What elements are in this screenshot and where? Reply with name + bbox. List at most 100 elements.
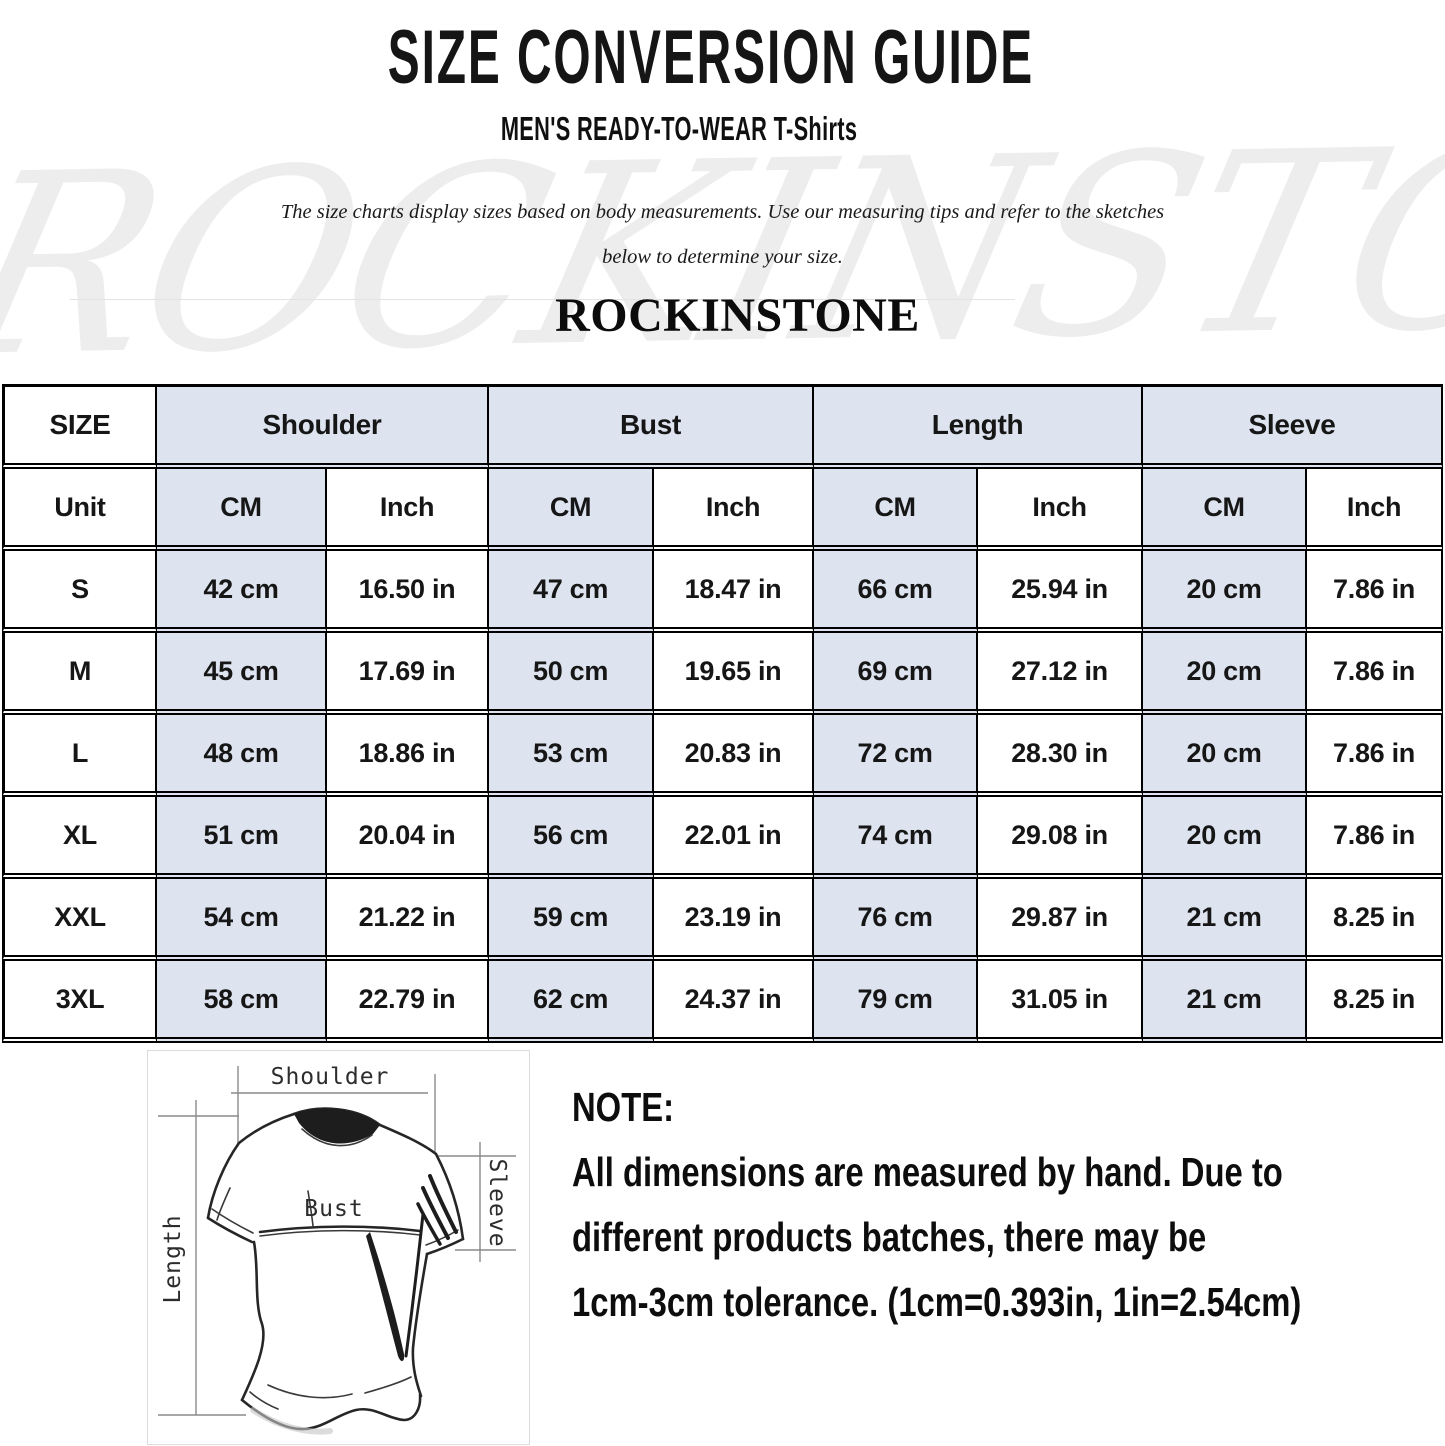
measurement-cell: 21 cm [1143,961,1308,1043]
size-label-cell: L [2,715,157,797]
note-heading: NOTE: [572,1084,675,1130]
measurement-cell: 20.04 in [327,797,490,879]
measurement-cell: 21.22 in [327,879,490,961]
left-body-edge [240,1240,265,1402]
brand-name-text: ROCKINSTONE [555,289,920,342]
unit-cell: Inch [327,469,490,551]
measurement-cell: 7.86 in [1307,551,1443,633]
measurement-cell: 23.19 in [654,879,815,961]
size-label-cell: M [2,633,157,715]
table-row: M 45 cm 17.69 in 50 cm 19.65 in 69 cm 27… [2,633,1443,715]
measurement-cell: 21 cm [1143,879,1308,961]
measurement-cell: 47 cm [489,551,655,633]
measurement-cell: 31.05 in [978,961,1144,1043]
measurement-cell: 59 cm [489,879,655,961]
right-shoulder-seam [378,1123,438,1156]
left-shoulder-seam [237,1112,296,1145]
tagline: The size charts display sizes based on b… [0,190,1445,280]
measurement-cell: 51 cm [157,797,327,879]
col-header-size: SIZE [2,384,157,469]
note-block: NOTE: All dimensions are measured by han… [572,1075,1442,1335]
right-sleeve-shading-3 [416,1202,442,1246]
measurement-cell: 62 cm [489,961,655,1043]
table-group-header-row: SIZE Shoulder Bust Length Sleeve [2,384,1443,469]
measurement-cell: 27.12 in [978,633,1144,715]
tagline-line-2: below to determine your size. [602,246,843,268]
measurement-cell: 58 cm [157,961,327,1043]
collar-band [294,1108,380,1144]
body-fold-shadow [366,1232,405,1362]
measurement-cell: 8.25 in [1307,961,1443,1043]
measurement-cell: 50 cm [489,633,655,715]
measurement-cell: 22.01 in [654,797,815,879]
note-line-1: All dimensions are measured by hand. Due… [572,1149,1283,1195]
dimension-lines [158,1066,516,1416]
measurement-cell: 18.86 in [327,715,490,797]
col-header-shoulder: Shoulder [157,384,490,469]
hem-shading [250,1407,333,1435]
hem-fold-2 [364,1376,412,1394]
right-cuff-line [425,1237,465,1256]
size-label-cell: 3XL [2,961,157,1043]
body-fold-line [404,1212,425,1358]
length-label: Length [160,1214,186,1303]
chest-crease [307,1190,314,1227]
measurement-cell: 48 cm [157,715,327,797]
measurement-cell: 8.25 in [1307,879,1443,961]
divider-line [70,299,1015,300]
unit-cell: Inch [654,469,815,551]
measurement-cell: 69 cm [814,633,979,715]
measurement-cell: 54 cm [157,879,327,961]
table-row: XL 51 cm 20.04 in 56 cm 22.01 in 74 cm 2… [2,797,1443,879]
sleeve-label: Sleeve [484,1158,510,1247]
note-line-2: different products batches, there may be [572,1214,1207,1260]
subtitle: MEN'S READY-TO-WEAR T-Shirts [0,110,1445,148]
table-unit-row: Unit CM Inch CM Inch CM Inch CM Inch [2,469,1443,551]
measurement-cell: 20 cm [1143,715,1308,797]
size-label-cell: XL [2,797,157,879]
measurement-cell: 74 cm [814,797,979,879]
col-header-sleeve: Sleeve [1143,384,1443,469]
tshirt-sketch [206,1107,465,1435]
left-cuff-band [211,1208,254,1234]
bust-label: Bust [304,1196,363,1222]
size-label-cell: XXL [2,879,157,961]
measurement-cell: 7.86 in [1307,797,1443,879]
measurement-cell: 24.37 in [654,961,815,1043]
measurement-cell: 56 cm [489,797,655,879]
left-sleeve-outer [206,1141,241,1220]
measurement-cell: 20 cm [1143,797,1308,879]
right-sleeve-shading-1 [428,1174,458,1234]
measurement-cell: 25.94 in [978,551,1144,633]
table-row: 3XL 58 cm 22.79 in 62 cm 24.37 in 79 cm … [2,961,1443,1043]
hem-fold-1 [267,1384,353,1399]
unit-label-cell: Unit [2,469,157,551]
measurement-cell: 28.30 in [978,715,1144,797]
size-conversion-table: SIZE Shoulder Bust Length Sleeve Unit CM… [2,384,1443,1043]
table-row: L 48 cm 18.86 in 53 cm 20.83 in 72 cm 28… [2,715,1443,797]
shoulder-label: Shoulder [271,1064,390,1090]
left-cuff-line [206,1216,254,1244]
measurement-cell: 29.08 in [978,797,1144,879]
right-body-edge [411,1252,429,1398]
measurement-cell: 20 cm [1143,551,1308,633]
table-row: S 42 cm 16.50 in 47 cm 18.47 in 66 cm 25… [2,551,1443,633]
unit-cell: CM [157,469,327,551]
unit-cell: Inch [978,469,1144,551]
tshirt-measurement-diagram: Shoulder Bust Length Sleeve [147,1050,530,1445]
unit-cell: Inch [1307,469,1443,551]
measurement-cell: 18.47 in [654,551,815,633]
measurement-cell: 17.69 in [327,633,490,715]
measurement-cell: 20.83 in [654,715,815,797]
tagline-line-1: The size charts display sizes based on b… [280,201,1165,223]
unit-cell: CM [814,469,979,551]
left-sleeve-crease [216,1187,231,1221]
unit-cell: CM [489,469,655,551]
measurement-cell: 53 cm [489,715,655,797]
col-header-length: Length [814,384,1144,469]
measurement-cell: 72 cm [814,715,979,797]
measurement-cell: 16.50 in [327,551,490,633]
brand-name: ROCKINSTONE [0,288,1445,343]
measurement-cell: 29.87 in [978,879,1144,961]
measurement-cell: 7.86 in [1307,715,1443,797]
